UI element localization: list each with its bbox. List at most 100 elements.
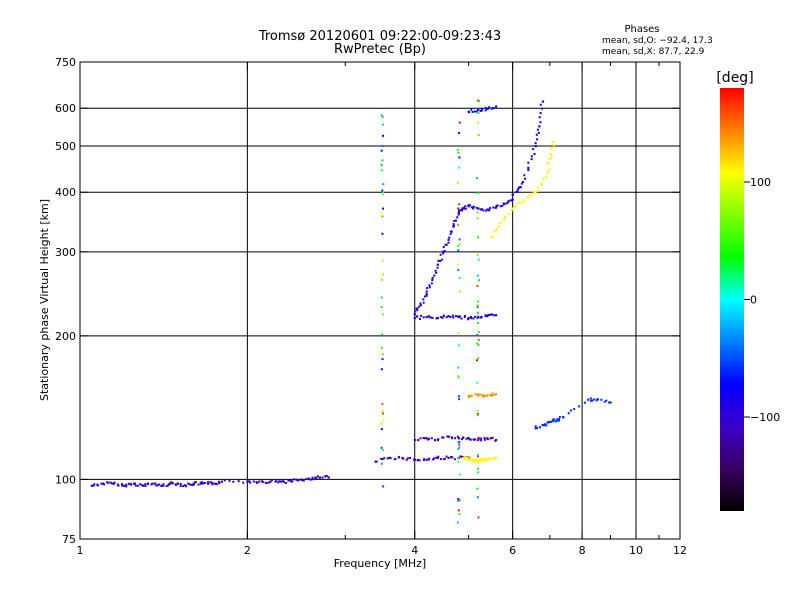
data-point bbox=[456, 435, 459, 438]
data-point bbox=[457, 437, 460, 440]
data-point bbox=[382, 313, 385, 316]
data-point bbox=[558, 415, 561, 418]
data-point bbox=[258, 480, 261, 483]
data-point bbox=[452, 224, 455, 228]
data-point bbox=[538, 125, 541, 128]
data-point bbox=[473, 459, 476, 462]
data-point bbox=[248, 480, 251, 483]
data-point bbox=[381, 116, 384, 119]
data-point bbox=[544, 423, 547, 426]
data-point bbox=[406, 457, 409, 460]
data-point bbox=[388, 456, 391, 459]
data-point bbox=[431, 316, 434, 319]
data-point bbox=[458, 398, 461, 401]
data-point bbox=[541, 424, 545, 427]
data-point bbox=[477, 108, 480, 112]
data-point bbox=[297, 479, 300, 482]
data-point bbox=[532, 191, 535, 194]
data-point bbox=[476, 413, 479, 416]
data-point bbox=[425, 294, 428, 297]
data-point bbox=[573, 407, 576, 410]
data-point bbox=[523, 199, 526, 202]
data-point bbox=[554, 420, 557, 423]
data-point bbox=[439, 253, 442, 256]
data-point bbox=[533, 153, 536, 156]
colorbar-tick-label: 100 bbox=[750, 176, 771, 189]
data-point bbox=[510, 209, 513, 212]
data-point bbox=[477, 338, 480, 341]
data-point bbox=[380, 306, 383, 309]
data-point bbox=[494, 438, 498, 442]
data-point bbox=[151, 482, 154, 485]
data-point bbox=[569, 409, 572, 412]
data-point bbox=[381, 411, 384, 414]
data-point bbox=[536, 427, 539, 430]
data-point bbox=[499, 221, 502, 225]
data-point bbox=[530, 194, 533, 197]
data-point bbox=[130, 483, 133, 486]
data-point bbox=[269, 480, 272, 483]
y-tick-label: 100 bbox=[55, 473, 76, 486]
data-point bbox=[477, 100, 480, 103]
data-point bbox=[477, 461, 480, 464]
data-point bbox=[476, 393, 479, 396]
data-point bbox=[477, 516, 480, 519]
data-point bbox=[134, 482, 137, 485]
data-point bbox=[162, 484, 165, 487]
data-point bbox=[539, 426, 542, 429]
data-point bbox=[457, 331, 460, 334]
data-point bbox=[458, 238, 461, 241]
data-point bbox=[487, 457, 490, 460]
data-point bbox=[309, 478, 312, 481]
phase-line-x: mean, sd,X: 87.7, 22.9 bbox=[602, 47, 705, 57]
data-point bbox=[587, 398, 590, 401]
data-point bbox=[445, 243, 448, 246]
data-point bbox=[534, 142, 537, 145]
data-point bbox=[409, 457, 412, 460]
data-point bbox=[142, 484, 145, 487]
data-point bbox=[494, 229, 497, 232]
data-point bbox=[111, 482, 114, 485]
data-point bbox=[447, 456, 450, 459]
data-point bbox=[93, 483, 96, 486]
data-point bbox=[589, 397, 592, 400]
data-point bbox=[477, 455, 480, 458]
data-point bbox=[478, 279, 481, 282]
data-point bbox=[382, 183, 385, 186]
data-point bbox=[459, 455, 462, 458]
data-point bbox=[141, 484, 144, 487]
data-point bbox=[483, 394, 486, 397]
data-point bbox=[154, 483, 157, 486]
data-point bbox=[442, 436, 445, 439]
data-point bbox=[480, 108, 483, 111]
data-point bbox=[458, 499, 461, 502]
chart-title: Tromsø 20120601 09:22:00-09:23:43 bbox=[258, 29, 501, 44]
data-point bbox=[464, 207, 467, 210]
data-point bbox=[382, 191, 385, 194]
data-point bbox=[217, 480, 220, 483]
data-point bbox=[417, 439, 420, 442]
data-point bbox=[458, 473, 461, 476]
data-point bbox=[176, 482, 179, 485]
data-point bbox=[458, 203, 461, 206]
data-point bbox=[486, 208, 489, 211]
data-point bbox=[511, 193, 514, 196]
data-point bbox=[502, 218, 505, 221]
data-point bbox=[477, 192, 480, 195]
data-point bbox=[494, 393, 498, 396]
data-point bbox=[484, 459, 487, 462]
data-point bbox=[382, 485, 385, 488]
data-point bbox=[90, 484, 93, 487]
data-point bbox=[311, 476, 314, 479]
data-point bbox=[552, 144, 555, 147]
data-point bbox=[381, 189, 384, 192]
data-point bbox=[210, 481, 213, 484]
data-point bbox=[375, 460, 378, 463]
y-tick-label: 200 bbox=[55, 330, 76, 343]
data-point bbox=[425, 458, 428, 461]
data-point bbox=[380, 457, 383, 460]
data-point bbox=[477, 112, 480, 115]
data-point bbox=[541, 107, 544, 110]
data-point bbox=[121, 484, 124, 487]
data-point bbox=[476, 414, 479, 417]
